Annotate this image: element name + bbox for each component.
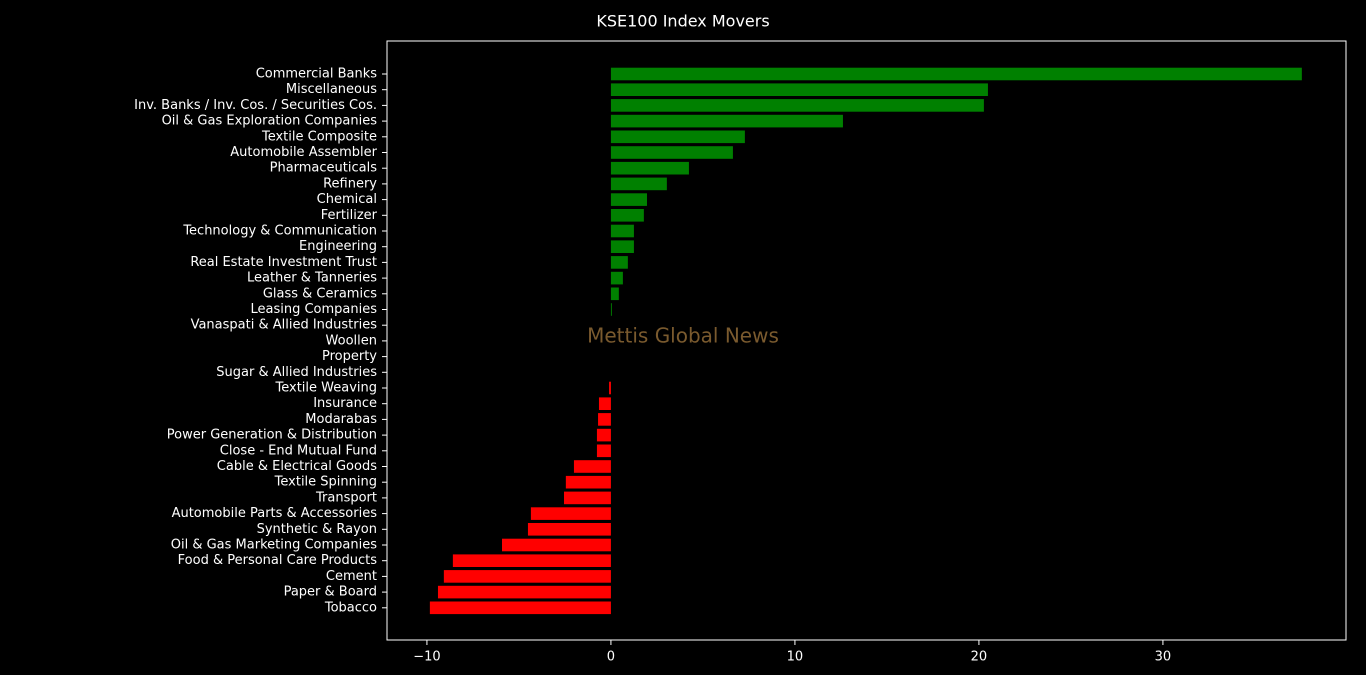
- bar: [610, 303, 612, 316]
- bar: [610, 177, 667, 191]
- y-tick-label: Cable & Electrical Goods: [217, 459, 377, 474]
- bar: [610, 193, 647, 206]
- chart-title: KSE100 Index Movers: [596, 12, 769, 31]
- bar: [429, 601, 611, 615]
- bar: [609, 381, 611, 395]
- bar: [610, 99, 984, 112]
- y-tick-label: Cement: [326, 569, 377, 584]
- bar: [610, 114, 843, 128]
- y-tick-label: Glass & Ceramics: [263, 286, 377, 301]
- bar: [564, 491, 611, 505]
- y-tick-label: Commercial Banks: [256, 67, 378, 82]
- y-tick-label: Textile Composite: [261, 129, 377, 144]
- bar: [596, 444, 611, 458]
- y-tick-label: Leather & Tanneries: [247, 271, 377, 286]
- y-tick-label: Chemical: [317, 192, 377, 207]
- y-tick-label: Sugar & Allied Industries: [216, 365, 377, 380]
- y-tick-label: Food & Personal Care Products: [178, 553, 378, 568]
- bar: [610, 224, 634, 238]
- y-tick-label: Oil & Gas Marketing Companies: [171, 538, 377, 553]
- bar: [610, 67, 1302, 81]
- bar: [530, 507, 611, 520]
- bar: [610, 161, 689, 175]
- y-tick-label: Miscellaneous: [286, 82, 377, 97]
- y-tick-label: Modarabas: [305, 412, 377, 427]
- x-tick-label: 20: [971, 650, 988, 665]
- y-tick-label: Leasing Companies: [250, 302, 377, 317]
- y-tick-label: Automobile Parts & Accessories: [172, 506, 378, 521]
- y-tick-label: Oil & Gas Exploration Companies: [162, 114, 378, 129]
- bar: [610, 271, 623, 285]
- y-tick-label: Refinery: [323, 176, 377, 191]
- bar: [565, 475, 611, 489]
- y-tick-label: Transport: [315, 490, 377, 505]
- bar: [610, 130, 745, 144]
- y-tick-label: Vanaspati & Allied Industries: [191, 318, 378, 333]
- watermark: Mettis Global News: [587, 324, 779, 348]
- y-tick-label: Inv. Banks / Inv. Cos. / Securities Cos.: [134, 98, 377, 113]
- bar: [610, 146, 733, 159]
- bar: [610, 240, 634, 253]
- bar: [573, 460, 611, 473]
- y-tick-label: Property: [322, 349, 377, 364]
- x-tick-label: 10: [787, 650, 804, 665]
- y-tick-label: Textile Weaving: [275, 381, 378, 396]
- bar: [443, 570, 611, 583]
- bar: [610, 287, 619, 301]
- y-tick-label: Fertilizer: [321, 208, 378, 223]
- y-tick-label: Paper & Board: [284, 585, 377, 600]
- y-tick-label: Textile Spinning: [274, 475, 377, 490]
- bar: [452, 554, 611, 567]
- x-tick-label: 30: [1155, 650, 1172, 665]
- bar: [610, 209, 644, 222]
- y-tick-label: Pharmaceuticals: [270, 161, 378, 176]
- y-tick-label: Woollen: [326, 333, 377, 348]
- y-tick-label: Technology & Communication: [182, 224, 377, 239]
- y-tick-label: Insurance: [313, 396, 377, 411]
- bar: [610, 256, 628, 269]
- y-tick-label: Automobile Assembler: [230, 145, 377, 160]
- y-tick-label: Real Estate Investment Trust: [190, 255, 377, 270]
- bar: [501, 538, 611, 552]
- y-tick-label: Power Generation & Distribution: [167, 428, 377, 443]
- bar: [527, 523, 611, 536]
- y-tick-label: Synthetic & Rayon: [257, 522, 377, 537]
- bar: [610, 83, 988, 96]
- x-tick-label: 0: [607, 650, 615, 665]
- bar: [596, 428, 611, 442]
- y-tick-label: Engineering: [299, 239, 377, 254]
- bar: [598, 397, 611, 410]
- y-tick-label: Close - End Mutual Fund: [220, 443, 377, 458]
- x-tick-label: −10: [413, 650, 440, 665]
- bar: [598, 413, 611, 426]
- bar: [437, 585, 611, 599]
- y-tick-label: Tobacco: [324, 600, 377, 615]
